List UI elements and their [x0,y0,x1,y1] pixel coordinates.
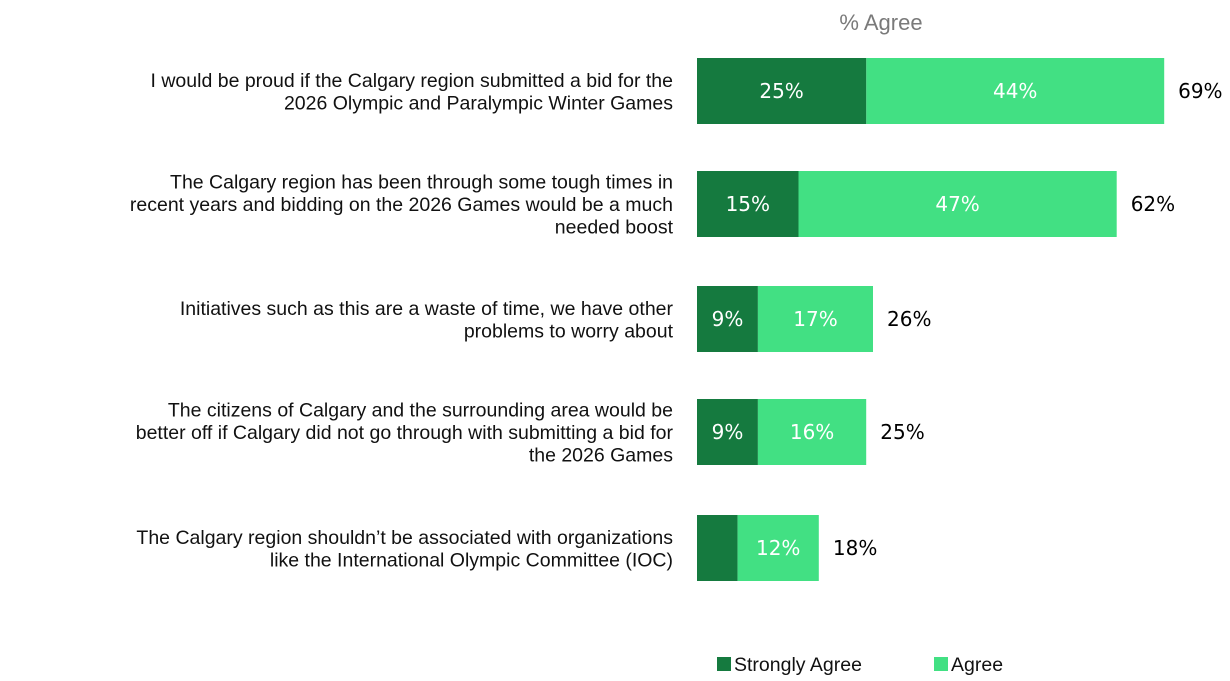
category-label: I would be proud if the Calgary region s… [151,70,674,115]
data-label: 16% [790,420,834,444]
category-label-line: better off if Calgary did not go through… [136,422,674,444]
category-label-line: recent years and bidding on the 2026 Gam… [130,194,673,216]
data-label: 17% [793,307,837,331]
chart-title: % Agree [839,10,922,35]
data-label: 15% [726,192,770,216]
category-label: The Calgary region has been through some… [130,172,674,239]
category-label-line: problems to worry about [464,320,674,342]
bar-segment-agree [866,58,1165,124]
bar-row: I would be proud if the Calgary region s… [151,58,1223,124]
data-label: 12% [756,536,800,560]
data-label: 9% [712,307,744,331]
legend-label: Strongly Agree [734,654,862,676]
bar-row: The Calgary region has been through some… [130,171,1175,239]
category-label-line: Initiatives such as this are a waste of … [180,298,674,320]
total-label: 25% [880,420,924,444]
category-label: The Calgary region shouldn’t be associat… [136,527,673,572]
category-label-line: I would be proud if the Calgary region s… [151,70,673,92]
bar-segment-agree [757,286,873,352]
total-label: 69% [1178,79,1222,103]
bar-segment-agree [737,515,819,581]
total-label: 18% [833,536,877,560]
category-label-line: needed boost [555,217,674,239]
bar-segment-strongly-agree [697,515,738,581]
bar-segment-agree [798,171,1117,237]
data-label: 47% [935,192,979,216]
bar-segment-strongly-agree [697,58,867,124]
category-label-line: like the International Olympic Committee… [270,549,673,571]
legend-swatch [934,657,948,671]
legend-item-agree: Agree [934,654,1003,676]
bar-row: The citizens of Calgary and the surround… [136,399,925,467]
category-label-line: The Calgary region shouldn’t be associat… [136,527,673,549]
chart-rows: I would be proud if the Calgary region s… [130,58,1223,581]
data-label: 25% [759,79,803,103]
legend-label: Agree [951,654,1003,676]
bar-row: Initiatives such as this are a waste of … [180,286,931,352]
data-label: 44% [993,79,1037,103]
category-label-line: The Calgary region has been through some… [170,172,673,194]
category-label-line: the 2026 Games [529,445,673,467]
bar-segment-agree [757,399,867,465]
category-label: The citizens of Calgary and the surround… [136,400,674,467]
data-label: 9% [712,420,744,444]
category-label-line: 2026 Olympic and Paralympic Winter Games [284,92,673,114]
legend-item-strongly-agree: Strongly Agree [717,654,862,676]
category-label-line: The citizens of Calgary and the surround… [168,400,673,422]
bar-segment-strongly-agree [697,286,758,352]
legend: Strongly Agree Agree [717,654,1003,676]
category-label: Initiatives such as this are a waste of … [180,298,674,343]
total-label: 26% [887,307,931,331]
bar-segment-strongly-agree [697,399,758,465]
bar-segment-strongly-agree [697,171,799,237]
total-label: 62% [1131,192,1175,216]
legend-swatch [717,657,731,671]
bar-row: The Calgary region shouldn’t be associat… [136,515,877,581]
